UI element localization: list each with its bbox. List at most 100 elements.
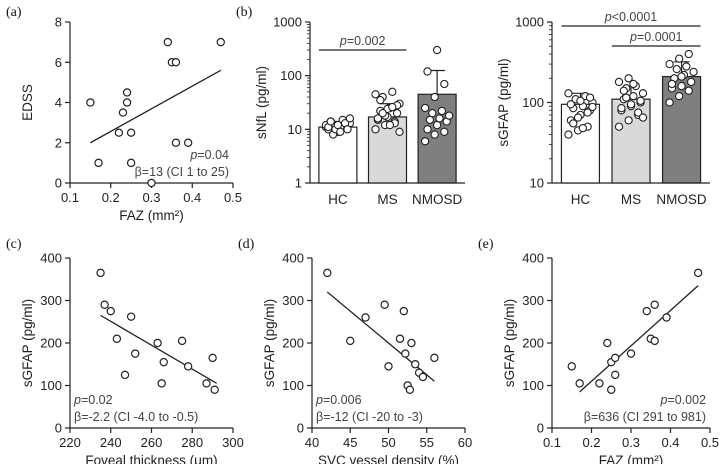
x-axis-label: Foveal thickness (μm) — [85, 453, 217, 464]
p-value-text: p=0.04 — [189, 148, 229, 162]
data-point — [183, 362, 193, 371]
x-tick-label: 0.5 — [224, 190, 242, 205]
x-tick-label: 50 — [381, 435, 395, 450]
y-tick-label: 200 — [40, 336, 62, 351]
regression-line — [579, 285, 699, 393]
y-tick-label: 300 — [40, 293, 62, 308]
category-label: MS — [621, 192, 641, 207]
category-label: NMOSD — [656, 192, 707, 207]
x-tick-label: 280 — [181, 435, 203, 450]
data-point — [677, 72, 686, 81]
data-point — [634, 108, 643, 117]
data-point — [430, 92, 439, 102]
data-point — [177, 336, 187, 346]
beta-text: β=-2.2 (CI -4.0 to -0.5) — [74, 410, 198, 424]
y-tick-label: 100 — [522, 95, 544, 110]
data-point — [420, 103, 430, 113]
x-tick-label: 40 — [305, 435, 319, 450]
y-tick-label: 100 — [522, 378, 544, 393]
p-value-text: p=0.02 — [73, 393, 113, 407]
data-point — [595, 379, 604, 388]
y-tick-label: 6 — [55, 55, 62, 70]
data-point — [682, 62, 691, 71]
data-point — [614, 77, 624, 87]
data-point — [567, 362, 576, 371]
data-point — [401, 349, 410, 358]
bar — [611, 98, 651, 184]
data-point — [405, 385, 415, 394]
data-point — [153, 338, 162, 348]
data-point — [432, 45, 442, 55]
data-point — [650, 336, 659, 346]
data-point — [345, 114, 355, 123]
panel-label-d: (d) — [238, 237, 255, 252]
y-tick-label: 1 — [295, 176, 302, 191]
regression-line — [90, 69, 222, 144]
p-value-text: p=0.006 — [315, 393, 362, 407]
data-point — [575, 379, 584, 388]
data-point — [665, 98, 674, 107]
data-point — [147, 178, 156, 188]
data-point — [564, 89, 573, 98]
data-point — [423, 67, 432, 76]
x-tick-label: 0.2 — [102, 190, 120, 205]
data-point — [371, 125, 380, 134]
x-tick-label: 220 — [59, 435, 81, 450]
data-point — [418, 372, 428, 382]
data-point — [573, 113, 583, 122]
x-tick-label: 0.3 — [142, 190, 160, 205]
data-point — [395, 127, 404, 136]
data-point — [407, 338, 416, 348]
data-point — [437, 106, 447, 116]
data-point — [371, 90, 380, 99]
x-tick-label: 240 — [100, 435, 122, 450]
data-point — [106, 306, 115, 316]
x-axis-label: FAZ (mm²) — [599, 453, 663, 464]
data-point — [665, 59, 674, 69]
data-point — [395, 334, 405, 343]
data-point — [675, 91, 684, 101]
y-tick-label: 2 — [55, 135, 62, 150]
data-point — [677, 81, 686, 91]
data-point — [578, 124, 587, 133]
data-point — [86, 98, 95, 107]
data-point — [638, 89, 648, 98]
data-point — [444, 111, 454, 120]
x-tick-label: 0.4 — [183, 190, 201, 205]
beta-text: β=-12 (CI -20 to -3) — [316, 410, 423, 424]
data-point — [619, 86, 628, 95]
data-point — [662, 313, 671, 322]
data-point — [588, 102, 597, 112]
panel-label-a: (a) — [6, 5, 22, 20]
data-point — [642, 306, 652, 316]
beta-text: β=636 (CI 291 to 981) — [584, 410, 706, 424]
data-point — [122, 88, 132, 97]
data-point — [96, 268, 105, 278]
data-point — [202, 379, 211, 388]
data-point — [126, 158, 136, 168]
x-tick-label: 0.3 — [622, 435, 640, 450]
data-point — [118, 108, 128, 117]
data-point — [626, 349, 636, 358]
x-tick-label: 260 — [141, 435, 163, 450]
x-tick-label: 300 — [222, 435, 244, 450]
data-point — [411, 360, 420, 369]
data-point — [425, 115, 435, 125]
data-point — [361, 313, 370, 322]
x-tick-label: 45 — [343, 435, 357, 450]
panel-label-c: (c) — [6, 237, 22, 252]
data-point — [171, 138, 181, 147]
data-point — [650, 300, 659, 309]
chart-b2: 10 100 1000 sGFAP (pg/ml) HC MS NMOSD p=0.0001 p… — [496, 10, 710, 207]
x-tick-label: 60 — [458, 435, 472, 450]
y-tick-label: 1000 — [273, 15, 302, 30]
x-axis-label: FAZ (mm²) — [119, 208, 183, 223]
category-label: HC — [571, 192, 591, 207]
data-point — [585, 93, 595, 102]
data-point — [114, 128, 124, 137]
data-point — [624, 74, 633, 83]
y-tick-label: 0 — [55, 176, 62, 191]
data-point — [346, 336, 355, 346]
category-label: HC — [328, 192, 348, 207]
data-point — [163, 37, 172, 47]
